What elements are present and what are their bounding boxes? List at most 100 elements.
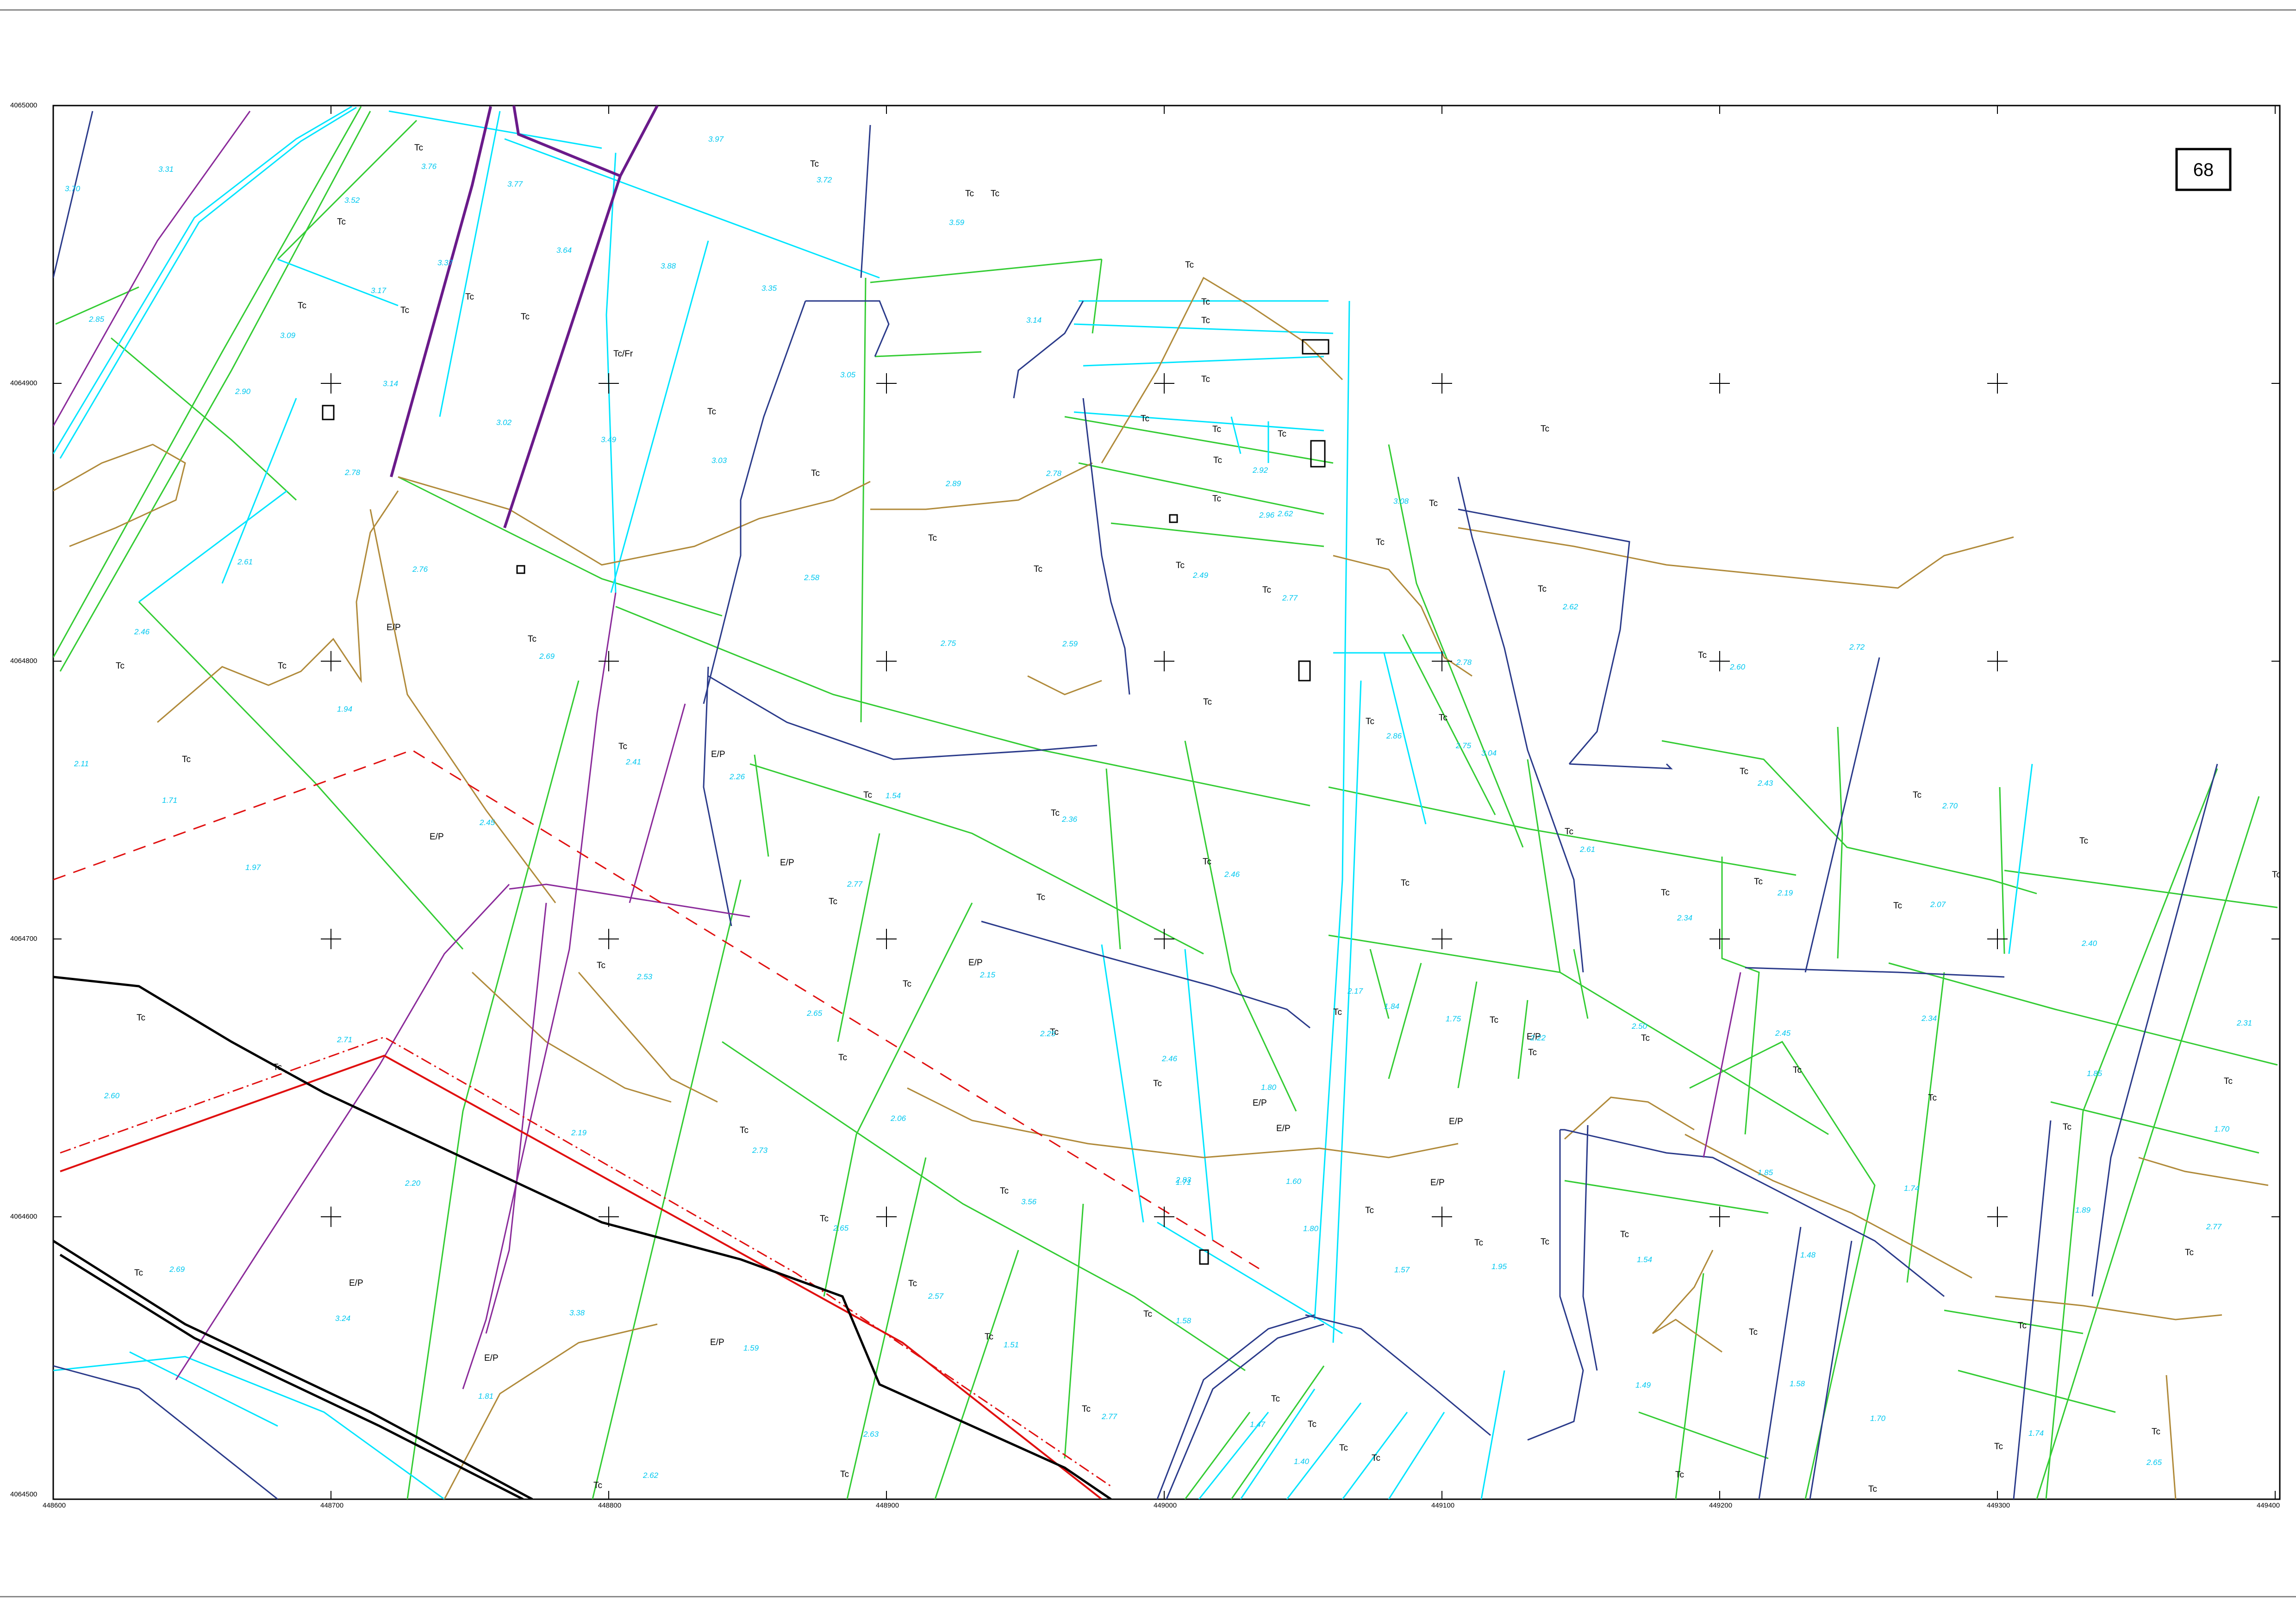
black-roads	[53, 976, 1112, 1499]
spot-elevation-value: 2.92	[1252, 466, 1268, 475]
spot-elevation-value: 2.78	[1046, 469, 1062, 478]
spot-elevation-value: 1.54	[1637, 1255, 1652, 1264]
spot-elevation-value: 3.09	[280, 331, 296, 340]
spot-elevation-value: 2.40	[2081, 939, 2097, 948]
heavy-purple-boundaries	[390, 106, 659, 528]
parcel-landuse-label: E/P	[430, 832, 444, 842]
sheet-bottom-rule	[0, 1596, 2296, 1597]
spot-elevation-value: 1.89	[2075, 1206, 2091, 1214]
parcel-landuse-label: Tc	[1474, 1238, 1483, 1248]
spot-elevation-value: 2.15	[980, 970, 996, 979]
spot-elevation-value: 3.77	[507, 180, 523, 188]
parcel-landuse-label: Tc	[1143, 1309, 1152, 1319]
parcel-landuse-label: Tc	[2079, 836, 2088, 846]
parcel-landuse-label: Tc	[1036, 893, 1045, 902]
spot-elevation-value: 2.75	[1455, 741, 1472, 750]
parcel-landuse-label: Tc	[2152, 1427, 2160, 1437]
grid-cross	[876, 651, 897, 671]
spot-elevation-value: 2.83	[1175, 1176, 1192, 1184]
parcel-landuse-label: E/P	[1527, 1032, 1541, 1042]
spot-elevation-value: 2.62	[643, 1471, 659, 1480]
spot-elevation-value: 2.61	[1579, 845, 1595, 854]
admin-boundaries	[53, 111, 1741, 1389]
parcel-landuse-label: Tc	[1203, 857, 1211, 867]
parcel-landuse-label: Tc	[1262, 585, 1271, 595]
grid-cross	[1987, 651, 2008, 671]
spot-elevation-value: 1.80	[1261, 1083, 1277, 1092]
parcel-landuse-label: Tc	[1212, 425, 1221, 434]
grid-cross	[1432, 373, 1452, 394]
parcel-landuse-label: Tc	[1203, 697, 1212, 707]
spot-values: 3.31 3.70 3.52 3.76 3.77 3.97 3.72 3.59 3.64 3.37…	[65, 135, 2252, 1480]
spot-elevation-value: 2.76	[412, 565, 428, 574]
parcel-landuse-label: Tc	[1141, 414, 1149, 424]
spot-elevation-value: 2.65	[806, 1009, 823, 1018]
spot-elevation-value: 2.58	[804, 573, 820, 582]
grid-cross	[599, 1207, 619, 1227]
spot-elevation-value: 1.81	[478, 1392, 493, 1401]
parcel-landuse-label: Tc	[337, 217, 346, 227]
spot-elevation-value: 1.95	[1491, 1262, 1507, 1271]
spot-elevation-value: 2.73	[752, 1146, 768, 1155]
parcel-labels: Tc Tc Tc Tc Tc Tc Tc Tc Tc Tc/Fr Tc Tc Tc Tc Tc Tc Tc Tc T…	[116, 143, 2281, 1494]
parcel-landuse-label: Tc	[1661, 888, 1670, 898]
spot-elevation-value: 2.77	[2206, 1222, 2222, 1231]
spot-elevation-value: 2.41	[625, 757, 641, 766]
grid-cross	[599, 373, 619, 394]
easting-tick-label: 449200	[1709, 1502, 1732, 1509]
spot-elevation-value: 1.54	[886, 791, 901, 800]
spot-elevation-value: 1.85	[2087, 1069, 2103, 1078]
grid-cross	[599, 651, 619, 671]
parcel-landuse-label: Tc	[1749, 1327, 1758, 1337]
red-lines	[53, 749, 1260, 1499]
grid-cross	[1154, 651, 1174, 671]
frame-ticks	[53, 106, 2280, 1499]
grid-cross	[1154, 929, 1174, 949]
map-linework	[53, 106, 2278, 1499]
spot-elevation-value: 3.14	[1026, 316, 1042, 325]
spot-elevation-value: 2.77	[1101, 1412, 1117, 1421]
grid-crosses	[321, 373, 2008, 1227]
parcel-landuse-label: Tc	[965, 189, 974, 199]
spot-elevation-value: 3.76	[421, 162, 437, 171]
parcel-landuse-label: Tc	[1365, 1206, 1374, 1215]
parcel-landuse-label: Tc	[1051, 808, 1060, 818]
spot-elevation-value: 2.60	[104, 1091, 120, 1100]
easting-axis: 448600 448700 448800 448900 449000 44910…	[43, 1502, 2280, 1509]
parcel-landuse-label: Tc	[1528, 1048, 1537, 1058]
grid-cross	[1710, 929, 1730, 949]
parcel-landuse-label: Tc	[1339, 1443, 1348, 1453]
spot-elevation-value: 3.37	[437, 258, 453, 267]
spot-elevation-value: 2.72	[1849, 643, 1865, 651]
spot-elevation-value: 2.77	[1282, 594, 1298, 602]
spot-elevation-value: 2.61	[237, 557, 253, 566]
northing-tick-label: 4064500	[10, 1490, 37, 1498]
easting-tick-label: 449300	[1987, 1502, 2010, 1509]
spot-elevation-value: 1.58	[1176, 1316, 1192, 1325]
spot-elevation-value: 3.02	[496, 418, 512, 427]
sheet-number: 68	[2193, 160, 2214, 180]
spot-elevation-value: 1.60	[1286, 1177, 1302, 1186]
spot-elevation-value: 3.70	[65, 184, 81, 193]
spot-elevation-value: 2.34	[1921, 1014, 1937, 1023]
spot-elevation-value: 2.20	[405, 1179, 421, 1188]
roads-canals	[53, 111, 2218, 1499]
parcel-landuse-label: Tc	[810, 159, 819, 169]
easting-tick-label: 448700	[320, 1502, 343, 1509]
grid-cross	[321, 651, 341, 671]
spot-elevation-value: 2.71	[337, 1035, 352, 1044]
parcel-landuse-label: Tc	[903, 979, 911, 989]
spot-elevation-value: 1.40	[1294, 1457, 1310, 1466]
spot-elevation-value: 3.14	[383, 379, 398, 388]
grid-cross	[876, 929, 897, 949]
parcel-landuse-label: Tc	[1185, 260, 1194, 270]
parcel-landuse-label: Tc	[1868, 1484, 1877, 1494]
parcel-landuse-label: E/P	[1430, 1178, 1445, 1188]
contour-lines	[53, 276, 2269, 1499]
parcel-landuse-label: Tc	[1212, 494, 1221, 504]
spot-elevation-value: 1.75	[1446, 1014, 1461, 1023]
easting-tick-label: 448600	[43, 1502, 66, 1509]
spot-elevation-value: 2.65	[2146, 1458, 2162, 1467]
parcel-landuse-label: Tc	[618, 742, 627, 751]
